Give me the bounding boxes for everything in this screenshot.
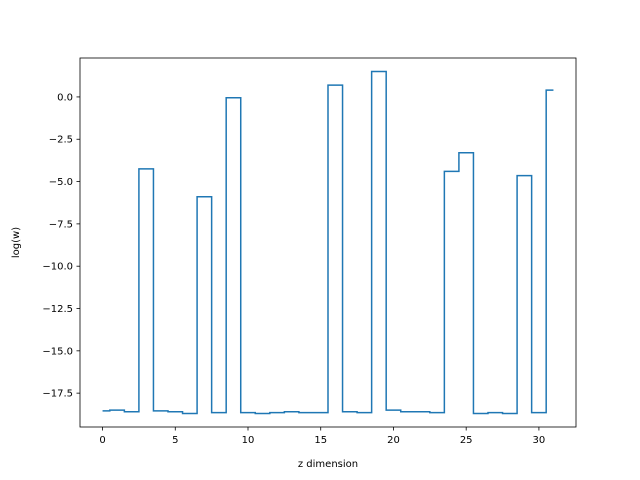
x-tick-label: 10 [242,435,255,446]
y-tick-label: −2.5 [49,135,73,146]
plot-area [102,70,554,415]
axes-frame [79,57,577,428]
y-axis: 0.0 −2.5 −5.0 −7.5 −10.0 −12.5 −15.0 −17.5 [42,92,80,400]
y-tick-label: −12.5 [42,304,73,315]
x-tick-label: 0 [99,435,105,446]
y-tick-label: −7.5 [49,219,73,230]
x-axis-label: z dimension [298,459,358,470]
y-tick-label: −10.0 [42,262,73,273]
x-tick-label: 25 [460,435,473,446]
x-tick-label: 5 [172,435,178,446]
x-tick-label: 20 [387,435,400,446]
y-tick-label: −17.5 [42,389,73,400]
x-tick-label: 30 [533,435,546,446]
y-tick-label: −15.0 [42,346,73,357]
x-tick-label: 15 [314,435,327,446]
y-axis-label: log(w) [11,227,22,258]
series-line-0 [102,70,554,415]
x-axis: 0 5 10 15 20 25 30 [99,427,545,446]
y-tick-label: −5.0 [49,177,73,188]
y-tick-label: 0.0 [57,92,73,103]
